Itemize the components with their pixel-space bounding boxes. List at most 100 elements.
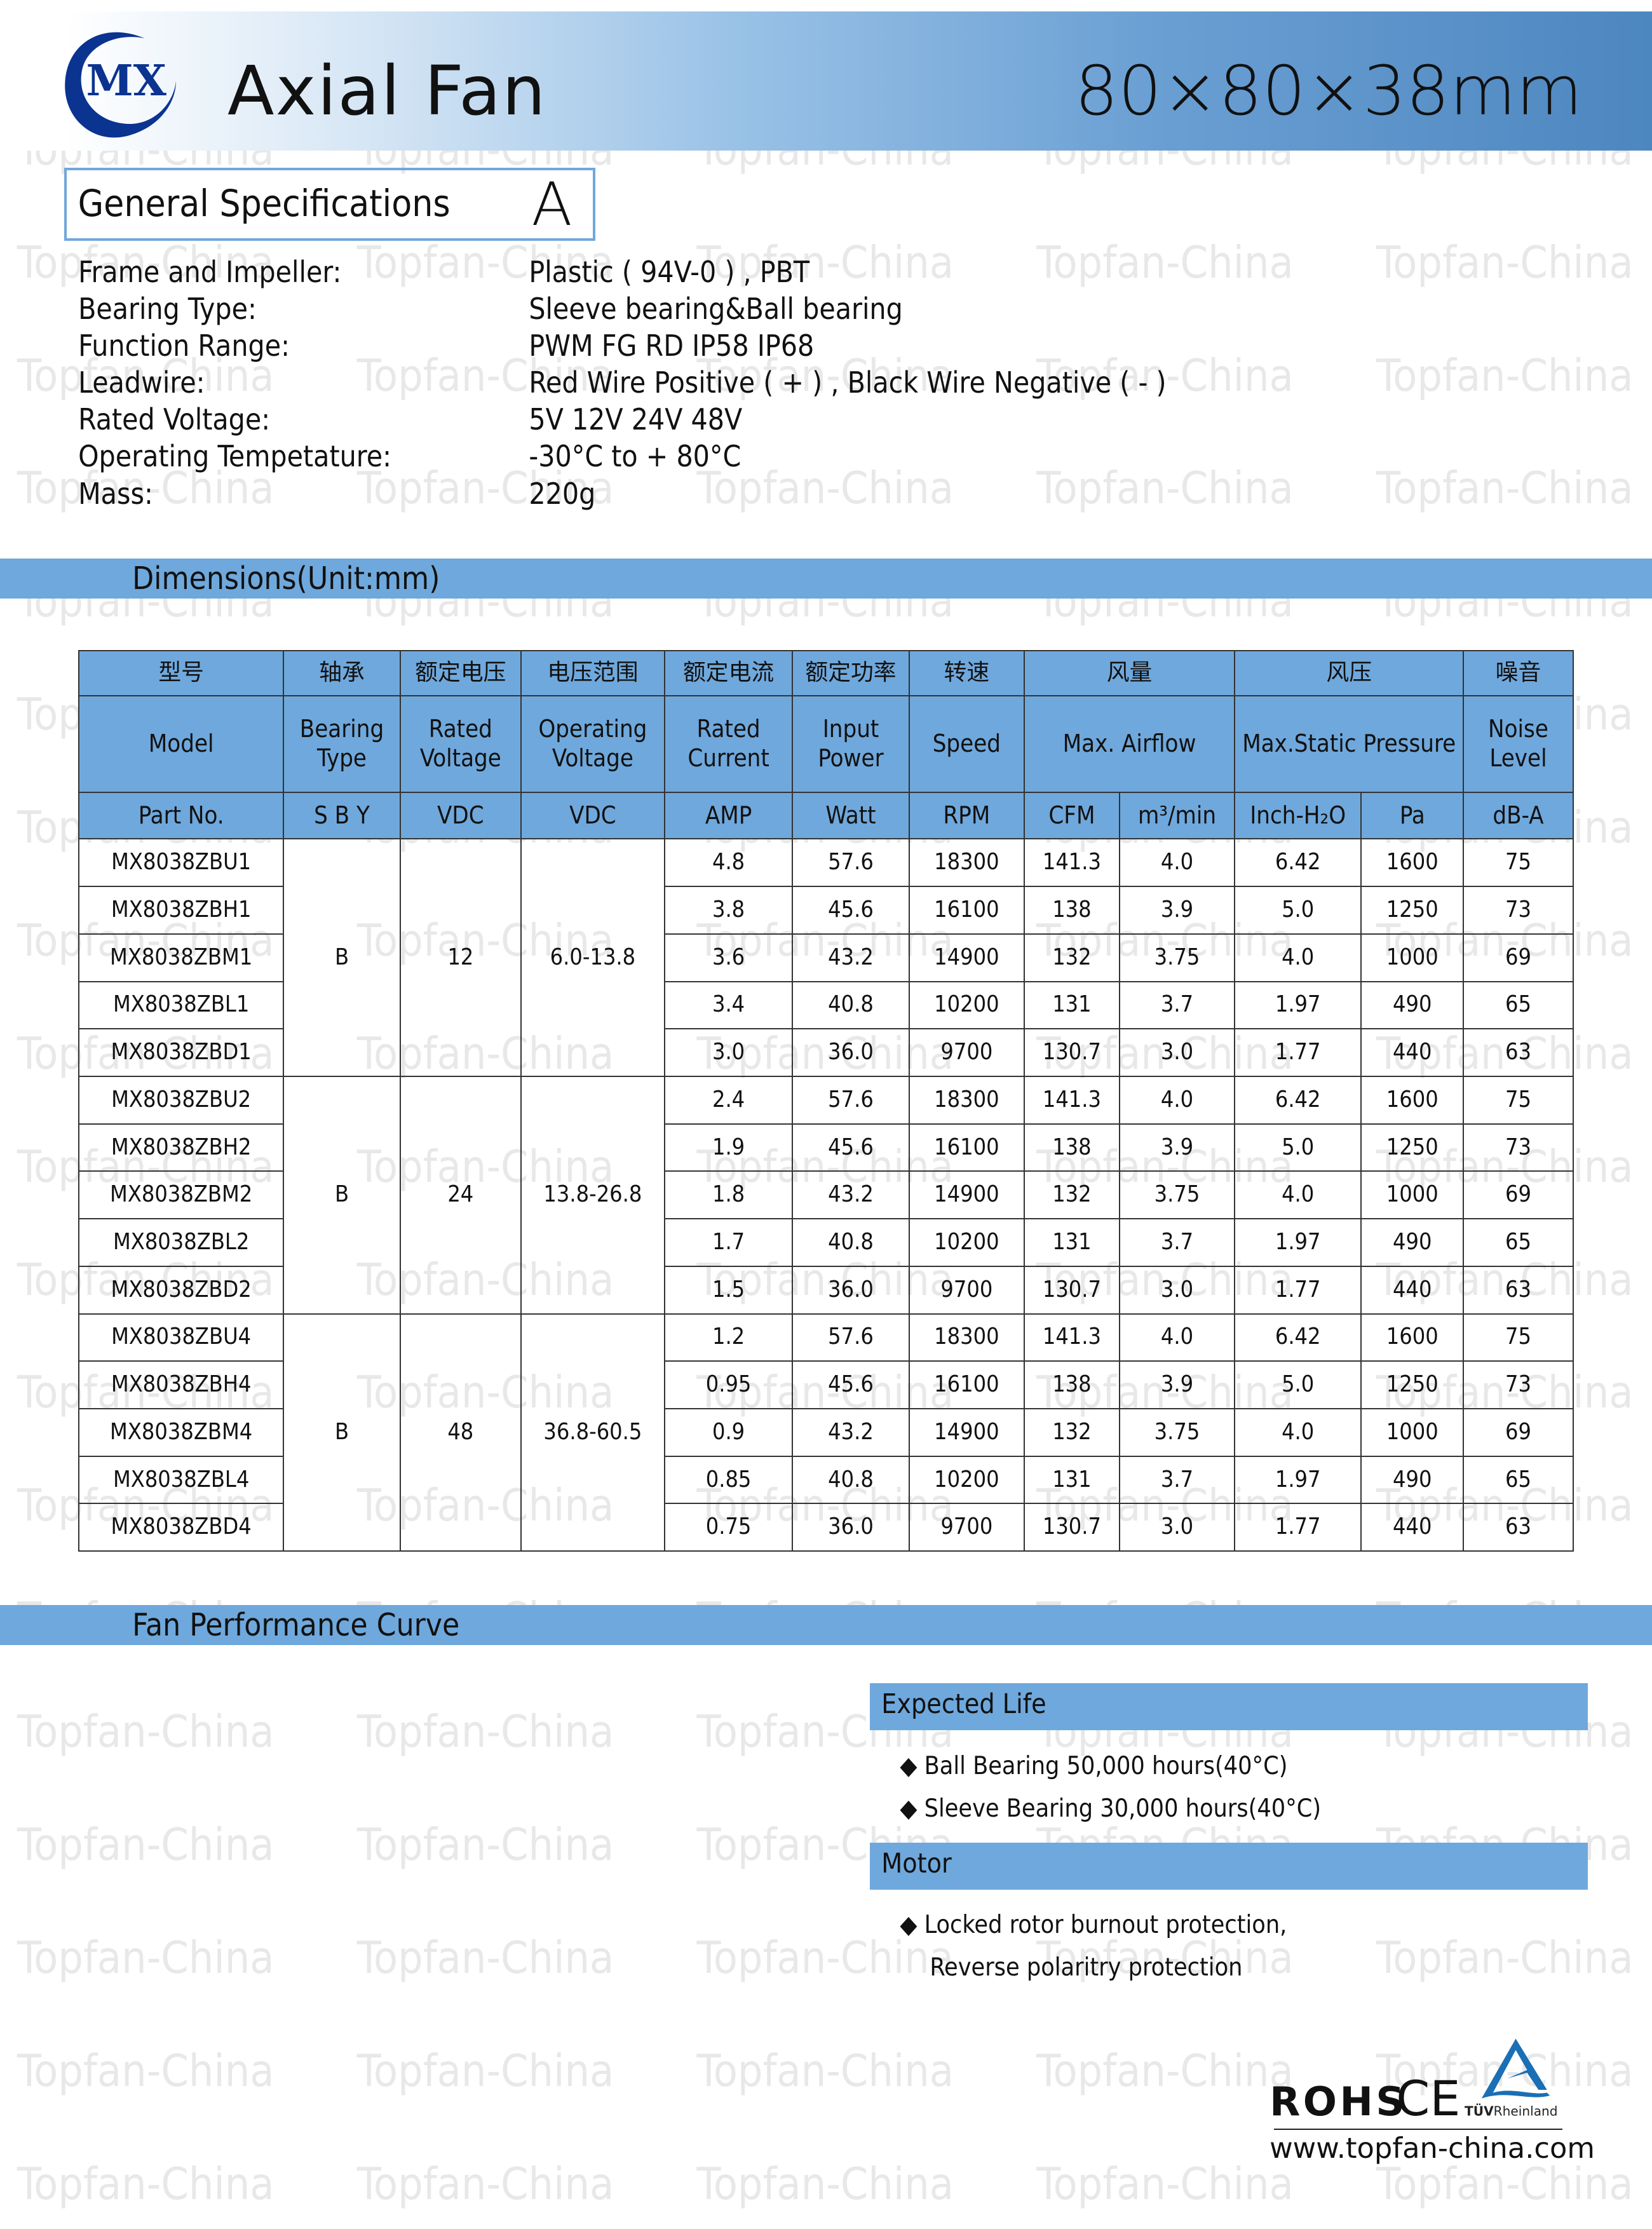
divider (1273, 2128, 1562, 2130)
spec-label: Leadwire: (78, 365, 205, 400)
data-cell: 57.6 (792, 838, 910, 888)
dimensions-title: Dimensions(Unit:mm) (132, 560, 440, 597)
watermark-text: Topfan-China (1376, 350, 1634, 402)
data-cell: 0.75 (663, 1503, 794, 1552)
watermark-text: Topfan-China (356, 1707, 614, 1758)
watermark-text: Topfan-China (696, 2045, 954, 2097)
dimensions-band: Dimensions(Unit:mm) (0, 559, 1652, 599)
svg-text:TÜVRheinland: TÜVRheinland (1465, 2103, 1558, 2118)
table-row: MX8038ZBU2 B 24 13.8-26.8 2.4 57.6 18300 141.3 4… (78, 1075, 1574, 1315)
data-cell: 1250 (1360, 1360, 1465, 1410)
voltage-cell: 24 (399, 1075, 522, 1315)
watermark-text: Topfan-China (17, 1820, 274, 1871)
data-cell: 1.77 (1234, 1503, 1362, 1552)
fan-size: 80×80×38mm (1074, 51, 1583, 131)
header-band (0, 11, 1652, 151)
table-row: MX8038ZBD2 1.5 36.0 9700 130.7 3.0 1.77 440 63 (78, 1265, 1574, 1315)
data-cell: 10200 (908, 1218, 1025, 1267)
header-cell: 额定电流 (663, 649, 794, 696)
data-cell: 131 (1023, 980, 1120, 1030)
data-cell: 1000 (1360, 1170, 1465, 1220)
data-cell: 1600 (1360, 838, 1465, 888)
website-link[interactable]: www.topfan-china.com (1269, 2131, 1595, 2165)
spec-letter: A (531, 170, 572, 240)
data-cell: 9700 (908, 1028, 1025, 1077)
data-cell: 5.0 (1234, 1360, 1362, 1410)
part-no: MX8038ZBU4 (78, 1313, 285, 1362)
general-specs-heading: General Specifications A (64, 168, 595, 241)
unit-cell: Pa (1360, 791, 1465, 840)
data-cell: 43.2 (792, 933, 910, 982)
header-cell: Input Power (792, 694, 910, 793)
unit-cell: Watt (792, 791, 910, 840)
watermark-text: Topfan-China (696, 350, 954, 402)
page-title: Axial Fan (227, 51, 547, 131)
rohs-mark: ROHS (1269, 2078, 1408, 2125)
data-cell: 5.0 (1234, 886, 1362, 935)
watermark-text: Topfan-China (1036, 2158, 1294, 2210)
part-no: MX8038ZBH1 (78, 886, 285, 935)
data-cell: 3.7 (1118, 980, 1236, 1030)
bearing-cell: B (283, 838, 401, 1077)
spec-row: Mass: 220g (78, 477, 595, 513)
data-cell: 5.0 (1234, 1123, 1362, 1172)
watermark-text: Topfan-China (1376, 237, 1634, 288)
spec-label: Operating Tempetature: (78, 439, 392, 474)
motor-item: Reverse polaritry protection (930, 1953, 1242, 1982)
unit-cell: VDC (399, 791, 522, 840)
header-cell: 额定电压 (399, 649, 522, 696)
spec-row: Leadwire: Red Wire Positive ( + ) , Black… (78, 365, 1166, 402)
data-cell: 69 (1463, 933, 1574, 982)
data-cell: 3.6 (663, 933, 794, 982)
data-cell: 10200 (908, 1455, 1025, 1505)
data-cell: 3.7 (1118, 1455, 1236, 1505)
data-cell: 130.7 (1023, 1503, 1120, 1552)
header-cell: Max. Airflow (1023, 694, 1236, 793)
motor-heading: Motor (870, 1842, 1588, 1890)
header-row-en: Model Bearing Type Rated Voltage Operating … (78, 694, 1574, 793)
part-no: MX8038ZBM1 (78, 933, 285, 982)
data-cell: 63 (1463, 1028, 1574, 1077)
data-cell: 18300 (908, 1313, 1025, 1362)
data-cell: 45.6 (792, 1360, 910, 1410)
table-row: MX8038ZBD4 0.75 36.0 9700 130.7 3.0 1.77 440 63 (78, 1503, 1574, 1552)
data-cell: 1600 (1360, 1075, 1465, 1125)
data-cell: 73 (1463, 1360, 1574, 1410)
data-cell: 9700 (908, 1503, 1025, 1552)
bearing-cell: B (283, 1313, 401, 1552)
data-cell: 1600 (1360, 1313, 1465, 1362)
header-cell: 电压范围 (520, 649, 665, 696)
data-cell: 1.77 (1234, 1265, 1362, 1315)
data-cell: 2.4 (663, 1075, 794, 1125)
performance-band: Fan Performance Curve (0, 1605, 1652, 1645)
life-text: Ball Bearing 50,000 hours(40°C) (924, 1751, 1288, 1780)
part-no: MX8038ZBD2 (78, 1265, 285, 1315)
data-cell: 45.6 (792, 886, 910, 935)
unit-cell: dB-A (1463, 791, 1574, 840)
data-cell: 3.75 (1118, 933, 1236, 982)
data-cell: 3.7 (1118, 1218, 1236, 1267)
data-cell: 75 (1463, 1313, 1574, 1362)
data-cell: 73 (1463, 886, 1574, 935)
header-cell: Max.Static Pressure (1234, 694, 1465, 793)
watermark-text: Topfan-China (696, 463, 954, 515)
header-cell: 型号 (78, 649, 285, 696)
data-cell: 490 (1360, 1218, 1465, 1267)
data-cell: 6.42 (1234, 1075, 1362, 1125)
data-cell: 132 (1023, 1408, 1120, 1457)
part-no: MX8038ZBL4 (78, 1455, 285, 1505)
data-cell: 69 (1463, 1408, 1574, 1457)
data-cell: 3.0 (663, 1028, 794, 1077)
part-no: MX8038ZBH4 (78, 1360, 285, 1410)
data-cell: 4.0 (1234, 1408, 1362, 1457)
table-row: MX8038ZBU4 B 48 36.8-60.5 1.2 57.6 18300 141.3 4… (78, 1313, 1574, 1552)
spec-table: 型号 轴承 额定电压 电压范围 额定电流 额定功率 转速 风量 风压 噪音 Model Bearing… (78, 649, 1574, 1552)
data-cell: 3.9 (1118, 886, 1236, 935)
header-cell: Rated Voltage (399, 694, 522, 793)
part-no: MX8038ZBL2 (78, 1218, 285, 1267)
watermark-text: Topfan-China (17, 2158, 274, 2210)
motor-text: Reverse polaritry protection (930, 1953, 1243, 1982)
watermark-text: Topfan-China (356, 1932, 614, 1984)
data-cell: 1.97 (1234, 1455, 1362, 1505)
svg-text:MX: MX (86, 55, 166, 105)
